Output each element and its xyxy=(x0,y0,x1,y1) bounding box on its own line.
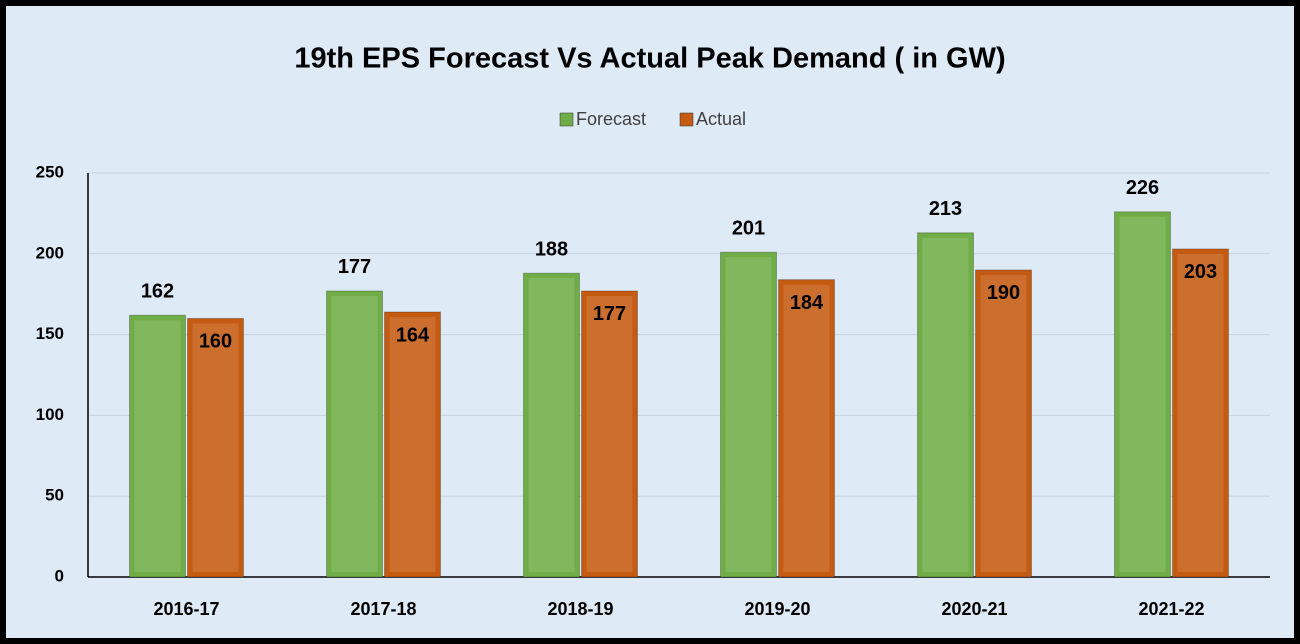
bar xyxy=(1114,211,1171,578)
data-label: 184 xyxy=(790,292,824,314)
y-tick-label: 50 xyxy=(45,486,64,505)
bar xyxy=(326,290,383,578)
y-tick-label: 250 xyxy=(36,162,64,181)
data-label: 226 xyxy=(1126,177,1159,199)
bar-bevel xyxy=(980,274,1027,572)
legend-marker xyxy=(679,112,694,127)
chart-title: 19th EPS Forecast Vs Actual Peak Demand … xyxy=(294,43,1005,75)
bar-bevel xyxy=(134,320,181,572)
bar-bevel xyxy=(389,316,436,572)
bar-bevel xyxy=(528,278,575,572)
x-tick-label: 2019-20 xyxy=(744,599,810,619)
bar-bevel xyxy=(192,323,239,572)
bar-bevel xyxy=(1177,253,1224,572)
legend-label: Actual xyxy=(696,109,746,129)
x-tick-label: 2020-21 xyxy=(941,599,1007,619)
bar xyxy=(975,269,1032,578)
bar-bevel xyxy=(783,284,830,572)
y-tick-label: 0 xyxy=(55,566,64,585)
bar-bevel xyxy=(331,295,378,572)
bar xyxy=(778,279,835,578)
x-tick-label: 2017-18 xyxy=(350,599,416,619)
legend-label: Forecast xyxy=(576,109,646,129)
bar xyxy=(720,251,777,578)
bar-bevel xyxy=(586,295,633,572)
bar xyxy=(1172,248,1229,578)
x-tick-label: 2016-17 xyxy=(153,599,219,619)
data-label: 190 xyxy=(987,282,1020,304)
data-label: 177 xyxy=(338,256,371,278)
data-label: 213 xyxy=(929,198,962,220)
data-label: 188 xyxy=(535,238,568,260)
data-label: 201 xyxy=(732,217,765,239)
data-label: 162 xyxy=(141,280,174,302)
bar xyxy=(523,272,580,578)
data-label: 203 xyxy=(1184,261,1217,283)
bar xyxy=(384,311,441,578)
legend-marker xyxy=(559,112,574,127)
bar xyxy=(581,290,638,578)
bar-bevel xyxy=(1119,216,1166,572)
y-tick-label: 200 xyxy=(36,243,64,262)
bar xyxy=(917,232,974,578)
x-tick-label: 2018-19 xyxy=(547,599,613,619)
x-tick-label: 2021-22 xyxy=(1138,599,1204,619)
bar-bevel xyxy=(922,237,969,573)
bar-bevel xyxy=(725,257,772,572)
bar xyxy=(187,317,244,578)
bar xyxy=(129,314,186,578)
data-label: 164 xyxy=(396,324,430,346)
y-tick-label: 100 xyxy=(36,405,64,424)
y-tick-label: 150 xyxy=(36,324,64,343)
data-label: 160 xyxy=(199,331,232,353)
data-label: 177 xyxy=(593,303,626,325)
